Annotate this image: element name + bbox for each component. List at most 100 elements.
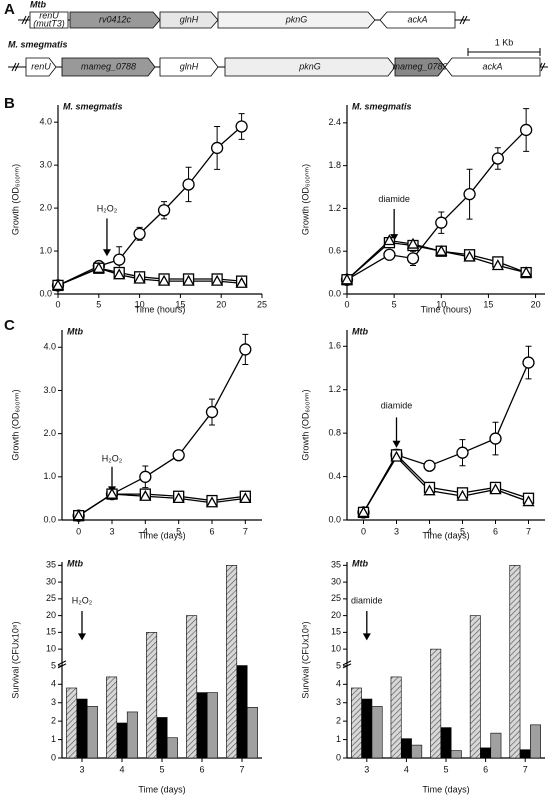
y-tick-label: 25 bbox=[46, 593, 56, 603]
break-mark bbox=[459, 15, 465, 25]
y-tick-label: 0.0 bbox=[43, 514, 56, 524]
marker-triangle bbox=[489, 483, 502, 495]
x-tick-label: 6 bbox=[493, 526, 498, 536]
marker-triangle bbox=[113, 268, 126, 280]
y-tick-label: 0 bbox=[336, 752, 341, 762]
bar bbox=[196, 692, 208, 759]
panel-label: A bbox=[4, 1, 15, 18]
x-tick-label: 0 bbox=[55, 299, 60, 309]
gene bbox=[217, 11, 376, 29]
chart-title: Mtb bbox=[67, 326, 83, 336]
y-tick-label: 3 bbox=[336, 697, 341, 707]
x-tick-label: 5 bbox=[460, 526, 465, 536]
annotation-arrowhead bbox=[362, 633, 371, 641]
y-tick-label: 2.0 bbox=[43, 428, 56, 438]
gene-label: rv0412c bbox=[99, 14, 132, 24]
gene bbox=[444, 57, 541, 77]
break-mark bbox=[24, 15, 30, 25]
gene bbox=[25, 57, 57, 77]
marker-triangle bbox=[357, 506, 370, 518]
bar bbox=[76, 698, 88, 759]
marker-triangle bbox=[423, 484, 436, 496]
y-tick-label: 3.0 bbox=[43, 385, 56, 395]
y-tick-label: 30 bbox=[46, 576, 56, 586]
gene-label: glnH bbox=[180, 14, 199, 24]
marker-triangle bbox=[51, 279, 65, 291]
y-axis-label: Survival (CFUx10⁸) bbox=[10, 621, 20, 698]
marker-triangle bbox=[139, 489, 152, 501]
gene bbox=[159, 57, 219, 77]
y-tick-label: 2.0 bbox=[39, 202, 52, 212]
bar bbox=[450, 750, 462, 759]
x-tick-label: 7 bbox=[523, 764, 528, 774]
annotation: diamide bbox=[381, 400, 413, 410]
marker-triangle bbox=[235, 276, 248, 288]
marker-triangle bbox=[383, 234, 396, 246]
gene-label: renU bbox=[39, 10, 59, 20]
marker-circle bbox=[519, 123, 533, 137]
x-tick-label: 0 bbox=[344, 299, 349, 309]
marker-triangle bbox=[435, 244, 448, 256]
x-tick-label: 20 bbox=[216, 299, 226, 309]
marker-circle bbox=[435, 216, 448, 229]
chart-title: Mtb bbox=[67, 558, 83, 568]
break-mark bbox=[540, 62, 546, 72]
y-axis-label: Growth (OD₆₀₀ₙₘ) bbox=[300, 389, 310, 460]
y-tick-label: 0 bbox=[51, 752, 56, 762]
annotation-arrowhead bbox=[102, 249, 111, 257]
gene bbox=[29, 11, 69, 29]
y-tick-label: 0.0 bbox=[39, 288, 52, 298]
bar bbox=[126, 711, 138, 759]
y-tick-label: 1.6 bbox=[328, 341, 341, 351]
x-tick-label: 20 bbox=[531, 299, 541, 309]
gene-label: glnH bbox=[180, 61, 199, 71]
break-mark bbox=[11, 62, 17, 72]
marker-triangle bbox=[205, 496, 219, 508]
bar bbox=[519, 749, 531, 759]
marker-circle bbox=[133, 227, 146, 241]
y-tick-label: 4.0 bbox=[43, 342, 56, 352]
axis-break bbox=[57, 660, 67, 666]
x-tick-label: 5 bbox=[159, 764, 164, 774]
marker-triangle bbox=[72, 509, 85, 521]
gene bbox=[61, 57, 156, 77]
gene-label: mameg_0788 bbox=[81, 61, 136, 71]
y-tick-label: 1.2 bbox=[328, 203, 341, 213]
x-tick-label: 0 bbox=[361, 526, 366, 536]
x-tick-label: 3 bbox=[394, 526, 399, 536]
panel-label: C bbox=[4, 317, 15, 334]
y-tick-label: 3 bbox=[51, 697, 56, 707]
marker-triangle bbox=[92, 261, 105, 273]
gene bbox=[69, 11, 161, 29]
bar bbox=[490, 732, 502, 759]
bar bbox=[469, 615, 481, 759]
bar bbox=[390, 676, 402, 759]
gene-label: mameg_0789 bbox=[392, 61, 447, 71]
y-tick-label: 20 bbox=[46, 610, 56, 620]
y-tick-label: 35 bbox=[46, 560, 56, 570]
axis-break bbox=[342, 660, 352, 666]
y-tick-label: 2.4 bbox=[328, 117, 341, 127]
bar bbox=[400, 738, 412, 759]
y-tick-label: 4 bbox=[51, 679, 56, 689]
marker-triangle bbox=[463, 250, 476, 262]
x-tick-label: 6 bbox=[199, 764, 204, 774]
bar bbox=[411, 744, 423, 759]
x-axis-label: Time (days) bbox=[422, 530, 469, 540]
x-tick-label: 5 bbox=[176, 526, 181, 536]
break-mark bbox=[462, 15, 468, 25]
bar bbox=[236, 665, 248, 759]
x-tick-label: 6 bbox=[483, 764, 488, 774]
y-tick-label: 0.0 bbox=[328, 288, 341, 298]
marker-circle bbox=[157, 204, 171, 217]
bar bbox=[156, 717, 168, 759]
marker-circle bbox=[489, 432, 502, 445]
x-tick-label: 3 bbox=[79, 764, 84, 774]
bar bbox=[106, 676, 118, 759]
y-tick-label: 0.8 bbox=[328, 428, 341, 438]
x-tick-label: 3 bbox=[109, 526, 114, 536]
marker-circle bbox=[113, 253, 126, 266]
bar bbox=[66, 687, 78, 759]
y-tick-label: 1.0 bbox=[43, 471, 56, 481]
